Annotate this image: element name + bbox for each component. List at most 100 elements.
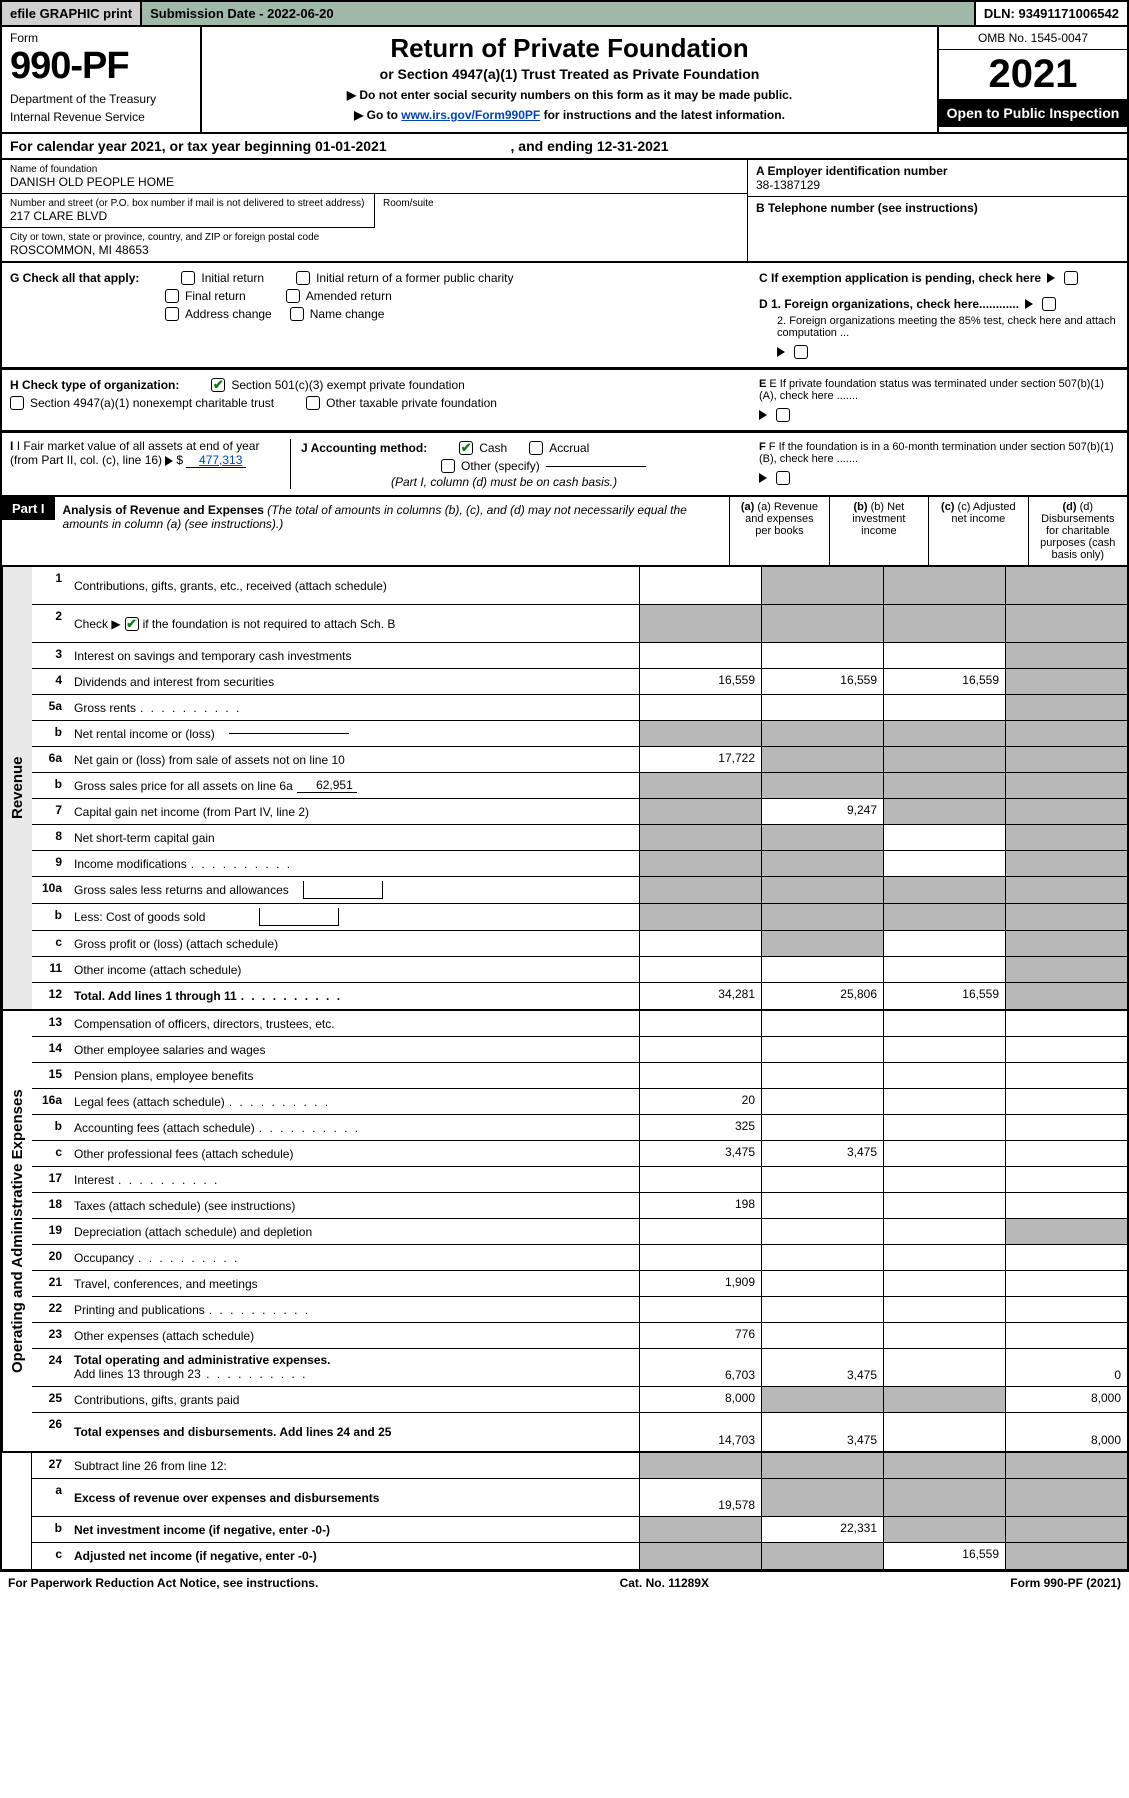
form-header: Form 990-PF Department of the Treasury I… — [0, 27, 1129, 134]
d1-foreign: D 1. Foreign organizations, check here..… — [759, 295, 1119, 313]
line-23: Other expenses (attach schedule) — [68, 1323, 639, 1348]
line-4: Dividends and interest from securities — [68, 669, 639, 694]
city-cell: City or town, state or province, country… — [2, 228, 747, 261]
address-cell: Number and street (or P.O. box number if… — [2, 194, 374, 228]
g-check-row: G Check all that apply: Initial return I… — [10, 269, 719, 287]
name-cell: Name of foundation DANISH OLD PEOPLE HOM… — [2, 160, 747, 194]
end-date: 12-31-2021 — [597, 138, 669, 154]
line-10a: Gross sales less returns and allowances — [68, 877, 639, 903]
cb-cash[interactable] — [459, 441, 473, 455]
line-14: Other employee salaries and wages — [68, 1037, 639, 1062]
instr-1: ▶ Do not enter social security numbers o… — [212, 88, 927, 102]
line-16a: Legal fees (attach schedule) — [68, 1089, 639, 1114]
dept-treasury: Department of the Treasury — [10, 92, 192, 106]
line-22: Printing and publications — [68, 1297, 639, 1322]
line-24: Total operating and administrative expen… — [68, 1349, 639, 1386]
line-11: Other income (attach schedule) — [68, 957, 639, 982]
cb-other-method[interactable] — [441, 459, 455, 473]
cb-final-return[interactable] — [165, 289, 179, 303]
footer-mid: Cat. No. 11289X — [620, 1576, 709, 1590]
ein-cell: A Employer identification number 38-1387… — [748, 160, 1127, 197]
cb-d2[interactable] — [794, 345, 808, 359]
section-g-c: G Check all that apply: Initial return I… — [0, 263, 1129, 369]
revenue-section: Revenue 1Contributions, gifts, grants, e… — [0, 567, 1129, 1011]
cb-initial-return[interactable] — [181, 271, 195, 285]
top-bar: efile GRAPHIC print Submission Date - 20… — [0, 0, 1129, 27]
i-fmv-value[interactable]: 477,313 — [186, 453, 246, 468]
section-i-j-f: I I Fair market value of all assets at e… — [0, 432, 1129, 497]
line-17: Interest — [68, 1167, 639, 1192]
line-9: Income modifications — [68, 851, 639, 876]
calendar-year-row: For calendar year 2021, or tax year begi… — [0, 134, 1129, 160]
line-12: Total. Add lines 1 through 11 — [68, 983, 639, 1009]
irs-link[interactable]: www.irs.gov/Form990PF — [401, 108, 540, 122]
header-left: Form 990-PF Department of the Treasury I… — [2, 27, 202, 132]
cb-e[interactable] — [776, 408, 790, 422]
cb-f[interactable] — [776, 471, 790, 485]
cb-501c3[interactable] — [211, 378, 225, 392]
line-27b: Net investment income (if negative, ente… — [68, 1517, 639, 1542]
col-a-head: (a) (a) Revenue and expenses per books — [729, 497, 828, 565]
line-20: Occupancy — [68, 1245, 639, 1270]
line-8: Net short-term capital gain — [68, 825, 639, 850]
room-cell: Room/suite — [374, 194, 747, 228]
h-check-row: H Check type of organization: Section 50… — [10, 376, 719, 394]
col-b-head: (b) (b) Net investment income — [829, 497, 928, 565]
instr-2: ▶ Go to www.irs.gov/Form990PF for instru… — [212, 108, 927, 122]
tax-year: 2021 — [939, 50, 1127, 99]
cb-initial-former[interactable] — [296, 271, 310, 285]
dept-irs: Internal Revenue Service — [10, 110, 192, 124]
d2-foreign: 2. Foreign organizations meeting the 85%… — [759, 313, 1119, 361]
cb-sch-b[interactable] — [125, 617, 139, 631]
line-21: Travel, conferences, and meetings — [68, 1271, 639, 1296]
line-5a: Gross rents — [68, 695, 639, 720]
begin-date: 01-01-2021 — [315, 138, 387, 154]
line-6a: Net gain or (loss) from sale of assets n… — [68, 747, 639, 772]
revenue-side-label: Revenue — [2, 567, 32, 1009]
line-6b: Gross sales price for all assets on line… — [68, 773, 639, 798]
cb-name-change[interactable] — [290, 307, 304, 321]
cb-accrual[interactable] — [529, 441, 543, 455]
open-public-badge: Open to Public Inspection — [939, 99, 1127, 127]
line-15: Pension plans, employee benefits — [68, 1063, 639, 1088]
section-h-e: H Check type of organization: Section 50… — [0, 369, 1129, 432]
cb-other-taxable[interactable] — [306, 396, 320, 410]
line-27: Subtract line 26 from line 12: — [68, 1453, 639, 1478]
line-5b: Net rental income or (loss) — [68, 721, 639, 746]
foundation-name: DANISH OLD PEOPLE HOME — [10, 175, 739, 189]
line-16c: Other professional fees (attach schedule… — [68, 1141, 639, 1166]
line-1: Contributions, gifts, grants, etc., rece… — [68, 567, 639, 604]
foundation-address: 217 CLARE BLVD — [10, 209, 366, 223]
col-d-head: (d) (d) Disbursements for charitable pur… — [1028, 497, 1127, 565]
foundation-info: Name of foundation DANISH OLD PEOPLE HOM… — [0, 160, 1129, 263]
part1-header: Part I Analysis of Revenue and Expenses … — [0, 497, 1129, 567]
cb-d1[interactable] — [1042, 297, 1056, 311]
footer-right: Form 990-PF (2021) — [1010, 1576, 1121, 1590]
omb-number: OMB No. 1545-0047 — [939, 27, 1127, 50]
expenses-side-label: Operating and Administrative Expenses — [2, 1011, 32, 1451]
line-18: Taxes (attach schedule) (see instruction… — [68, 1193, 639, 1218]
c-pending: C If exemption application is pending, c… — [759, 269, 1119, 287]
cb-4947[interactable] — [10, 396, 24, 410]
line-7: Capital gain net income (from Part IV, l… — [68, 799, 639, 824]
cb-amended-return[interactable] — [286, 289, 300, 303]
col-c-head: (c) (c) Adjusted net income — [928, 497, 1027, 565]
cb-c[interactable] — [1064, 271, 1078, 285]
ein-value: 38-1387129 — [756, 178, 1119, 192]
j-note: (Part I, column (d) must be on cash basi… — [301, 475, 739, 489]
part1-label: Part I — [2, 497, 55, 520]
header-right: OMB No. 1545-0047 2021 Open to Public In… — [937, 27, 1127, 132]
form-number: 990-PF — [10, 45, 192, 88]
form-subtitle: or Section 4947(a)(1) Trust Treated as P… — [212, 66, 927, 82]
cb-address-change[interactable] — [165, 307, 179, 321]
telephone-cell: B Telephone number (see instructions) — [748, 197, 1127, 247]
dln: DLN: 93491171006542 — [976, 2, 1127, 25]
line-13: Compensation of officers, directors, tru… — [68, 1011, 639, 1036]
expenses-section: Operating and Administrative Expenses 13… — [0, 1011, 1129, 1453]
submission-date: Submission Date - 2022-06-20 — [142, 2, 976, 25]
line-27c: Adjusted net income (if negative, enter … — [68, 1543, 639, 1569]
form-label: Form — [10, 31, 192, 45]
efile-label[interactable]: efile GRAPHIC print — [2, 2, 142, 25]
header-center: Return of Private Foundation or Section … — [202, 27, 937, 132]
line-10b: Less: Cost of goods sold — [68, 904, 639, 930]
